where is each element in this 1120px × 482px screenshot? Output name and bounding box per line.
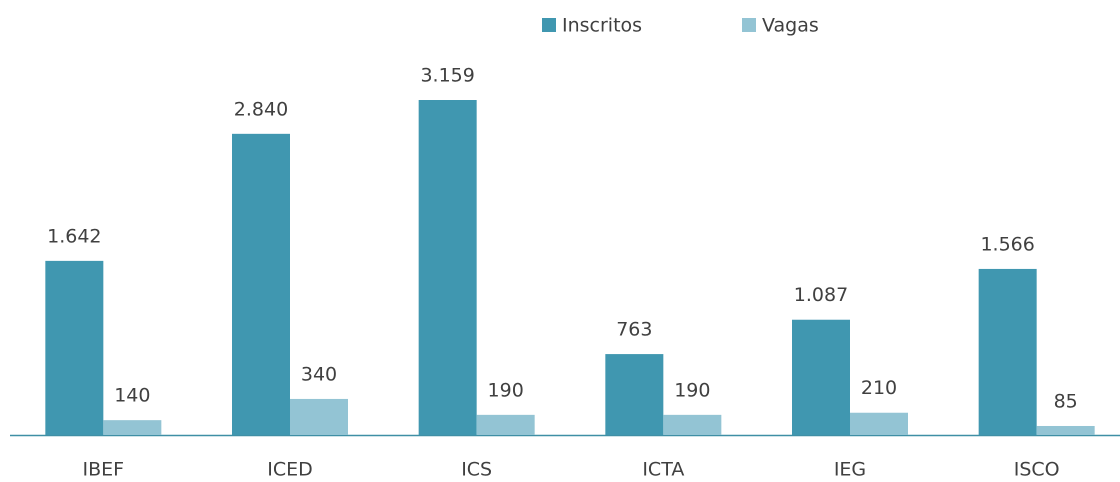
bar [290, 398, 348, 435]
value-label: 1.566 [980, 233, 1034, 255]
value-label: 763 [616, 319, 652, 341]
x-tick-label: ICTA [642, 459, 684, 481]
value-label: 3.159 [420, 65, 474, 87]
value-label: 210 [861, 377, 897, 399]
value-label: 190 [674, 379, 710, 401]
legend-swatch [742, 18, 756, 32]
bar [476, 414, 535, 435]
value-label: 85 [1054, 390, 1078, 412]
bar [978, 268, 1037, 435]
x-tick-label: ICED [267, 459, 313, 481]
x-tick-label: IEG [834, 459, 866, 481]
bar [418, 100, 477, 435]
bar [605, 354, 664, 435]
value-label: 2.840 [234, 98, 288, 120]
bar [103, 420, 162, 435]
bar [850, 412, 908, 435]
value-label: 1.087 [794, 284, 848, 306]
legend-label: Inscritos [562, 15, 642, 37]
bar [232, 133, 290, 436]
value-label: 140 [114, 385, 150, 407]
x-tick-label: IBEF [83, 459, 125, 481]
legend-swatch [542, 18, 556, 32]
bar [663, 414, 722, 435]
value-label: 190 [488, 379, 524, 401]
x-tick-label: ICS [461, 459, 492, 481]
value-label: 340 [301, 363, 337, 385]
bar [45, 260, 104, 435]
bar [1036, 425, 1095, 435]
legend-label: Vagas [762, 15, 819, 37]
x-tick-label: ISCO [1014, 459, 1060, 481]
bar [792, 319, 850, 435]
value-label: 1.642 [47, 225, 101, 247]
